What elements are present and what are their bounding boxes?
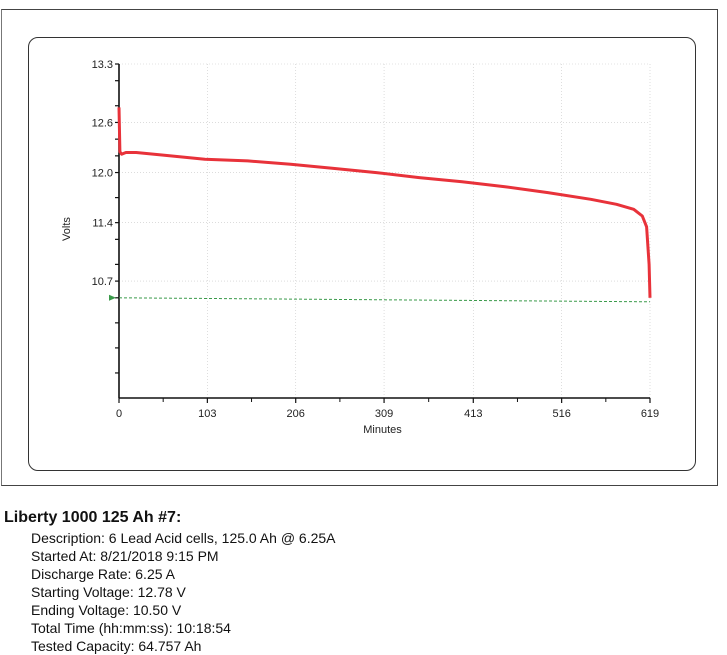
x-tick-label: 103 bbox=[198, 408, 216, 420]
y-tick-label: 12.0 bbox=[92, 168, 113, 180]
x-axis-title: Minutes bbox=[363, 424, 402, 436]
voltage-series-line bbox=[117, 107, 652, 298]
end-voltage-marker bbox=[109, 294, 116, 301]
tested-capacity-line: Tested Capacity: 64.757 Ah bbox=[31, 638, 202, 654]
x-tick-label: 0 bbox=[116, 408, 122, 420]
x-tick-label: 206 bbox=[287, 408, 305, 420]
battery-title: Liberty 1000 125 Ah #7: bbox=[4, 509, 182, 526]
ending-voltage-line: Ending Voltage: 10.50 V bbox=[31, 602, 182, 618]
discharge-chart: 13.3 12.6 12.0 11.4 10.7 0 103 206 309 413 516 619 M… bbox=[61, 59, 659, 436]
test-info: Liberty 1000 125 Ah #7: Description: 6 L… bbox=[4, 508, 719, 655]
starting-voltage-line: Starting Voltage: 12.78 V bbox=[31, 584, 186, 600]
y-tick-label: 11.4 bbox=[92, 218, 113, 230]
x-tick-label: 619 bbox=[641, 408, 659, 420]
y-tick-label: 10.7 bbox=[92, 276, 113, 288]
started-at-line: Started At: 8/21/2018 9:15 PM bbox=[31, 548, 219, 564]
info-list: Description: 6 Lead Acid cells, 125.0 Ah… bbox=[4, 529, 719, 655]
x-tick-label: 413 bbox=[464, 408, 482, 420]
description-line: Description: 6 Lead Acid cells, 125.0 Ah… bbox=[31, 530, 336, 546]
end-voltage-line bbox=[118, 297, 651, 303]
x-tick-label: 516 bbox=[552, 408, 570, 420]
y-tick-label: 12.6 bbox=[92, 117, 113, 129]
total-time-line: Total Time (hh:mm:ss): 10:18:54 bbox=[31, 620, 231, 636]
discharge-rate-line: Discharge Rate: 6.25 A bbox=[31, 566, 175, 582]
x-tick-label: 309 bbox=[375, 408, 393, 420]
y-tick-label: 13.3 bbox=[92, 59, 113, 71]
y-axis-title: Volts bbox=[61, 217, 73, 241]
